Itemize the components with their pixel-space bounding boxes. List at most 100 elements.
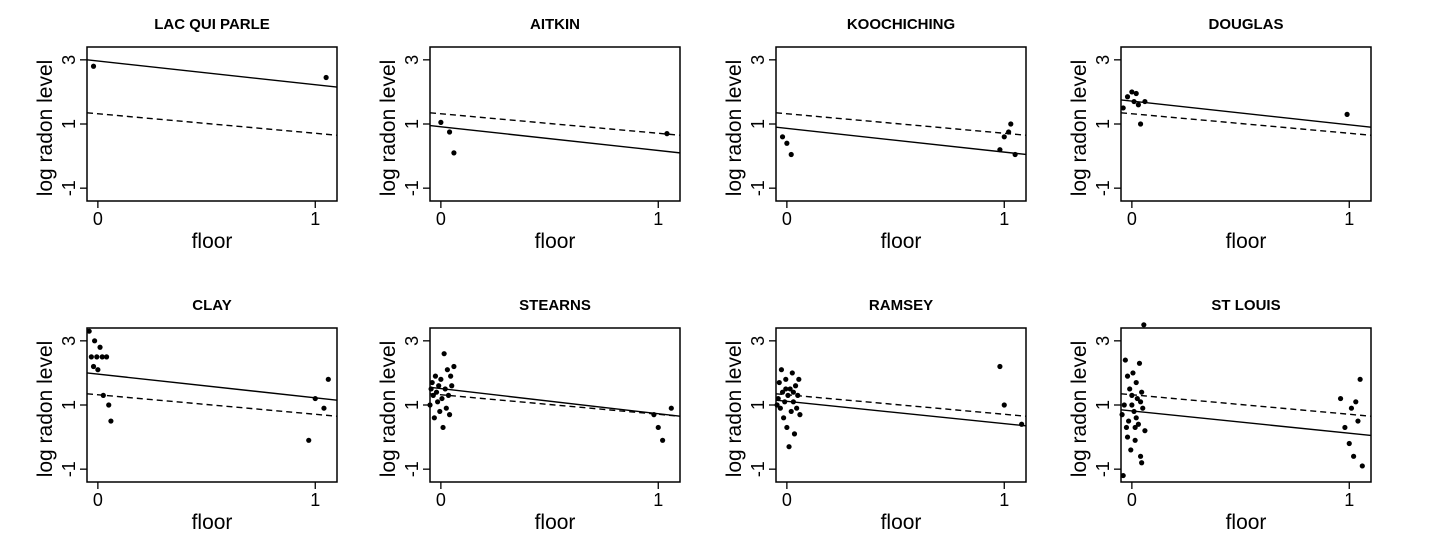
data-point	[1137, 399, 1144, 405]
data-point	[1123, 424, 1130, 431]
data-point	[1133, 90, 1139, 97]
data-point	[1348, 405, 1355, 411]
data-point	[325, 376, 331, 382]
data-point	[1136, 360, 1143, 366]
panel-title: KOOCHICHING	[847, 16, 955, 33]
y-axis-label: log radon level	[34, 341, 57, 478]
data-point	[95, 367, 101, 373]
panel-title: ST LOUIS	[1211, 297, 1280, 314]
y-tick-label: 1	[402, 400, 422, 410]
data-point	[779, 134, 786, 140]
data-point	[446, 412, 453, 418]
data-point	[439, 395, 445, 402]
data-point	[776, 379, 782, 386]
data-point	[1122, 357, 1128, 363]
data-point	[306, 437, 312, 443]
data-point	[668, 405, 674, 411]
data-point	[1129, 392, 1135, 398]
y-tick-label: 1	[748, 119, 768, 129]
y-axis-label: log radon level	[377, 341, 400, 478]
y-tick-label: 3	[1093, 336, 1113, 346]
panel-title: DOUGLAS	[1209, 16, 1284, 33]
data-point	[789, 370, 795, 376]
data-point	[451, 150, 457, 156]
x-tick-label: 0	[1127, 490, 1137, 510]
data-point	[103, 354, 110, 360]
y-axis-label: log radon level	[1068, 341, 1091, 478]
data-point	[1351, 453, 1357, 459]
data-point	[321, 405, 327, 411]
x-axis-label: floor	[535, 511, 576, 534]
data-point	[1120, 472, 1126, 479]
data-point	[1139, 389, 1145, 395]
y-axis-label: log radon level	[723, 60, 746, 197]
data-point	[788, 151, 794, 158]
x-tick-label: 0	[436, 209, 446, 229]
data-point	[99, 354, 105, 360]
y-tick-label: -1	[402, 180, 422, 196]
data-point	[997, 147, 1003, 153]
data-point	[445, 392, 452, 398]
data-point	[90, 63, 97, 69]
data-point	[1129, 402, 1135, 408]
y-tick-label: 1	[1093, 400, 1113, 410]
data-point	[1142, 98, 1148, 105]
x-axis-label: floor	[192, 511, 233, 534]
data-point	[1012, 151, 1018, 158]
data-point	[790, 399, 796, 405]
data-point	[86, 328, 92, 334]
data-point	[1337, 395, 1344, 402]
y-tick-label: 3	[748, 55, 768, 65]
dashed-line	[776, 393, 1026, 417]
data-point	[660, 437, 666, 443]
data-point	[651, 412, 657, 418]
dashed-line	[87, 393, 337, 417]
panel-title: CLAY	[192, 297, 231, 314]
data-point	[1137, 121, 1144, 127]
data-point	[784, 140, 790, 146]
data-point	[428, 386, 434, 392]
data-point	[433, 389, 440, 395]
data-point	[1119, 412, 1125, 418]
data-point	[1346, 440, 1352, 447]
x-axis-label: floor	[535, 230, 576, 253]
dashed-line	[87, 112, 337, 136]
data-point	[1142, 428, 1148, 434]
panel-title: LAC QUI PARLE	[154, 16, 270, 33]
x-tick-label: 1	[1344, 209, 1354, 229]
x-axis-label: floor	[881, 230, 922, 253]
data-point	[783, 376, 789, 382]
y-tick-label: -1	[402, 461, 422, 477]
y-tick-label: 1	[59, 400, 79, 410]
x-tick-label: 1	[999, 209, 1009, 229]
y-tick-label: 3	[402, 336, 422, 346]
data-point	[1353, 399, 1359, 405]
y-tick-label: 1	[402, 119, 422, 129]
data-point	[1359, 463, 1365, 469]
data-point	[432, 373, 439, 379]
data-point	[1132, 437, 1138, 443]
data-point	[436, 383, 442, 389]
data-point	[1137, 453, 1144, 459]
data-point	[442, 386, 448, 392]
data-point	[787, 386, 793, 392]
data-point	[430, 392, 436, 398]
data-point	[797, 412, 803, 418]
y-tick-label: 1	[59, 119, 79, 129]
data-point	[427, 402, 433, 408]
data-point	[791, 431, 798, 437]
y-axis-label: log radon level	[34, 60, 57, 197]
data-point	[1129, 89, 1135, 95]
data-point	[438, 119, 444, 125]
data-point	[1135, 102, 1141, 108]
data-point	[448, 373, 454, 379]
x-tick-label: 0	[93, 490, 103, 510]
y-tick-label: 3	[59, 336, 79, 346]
y-tick-label: 3	[748, 336, 768, 346]
x-tick-label: 1	[999, 490, 1009, 510]
